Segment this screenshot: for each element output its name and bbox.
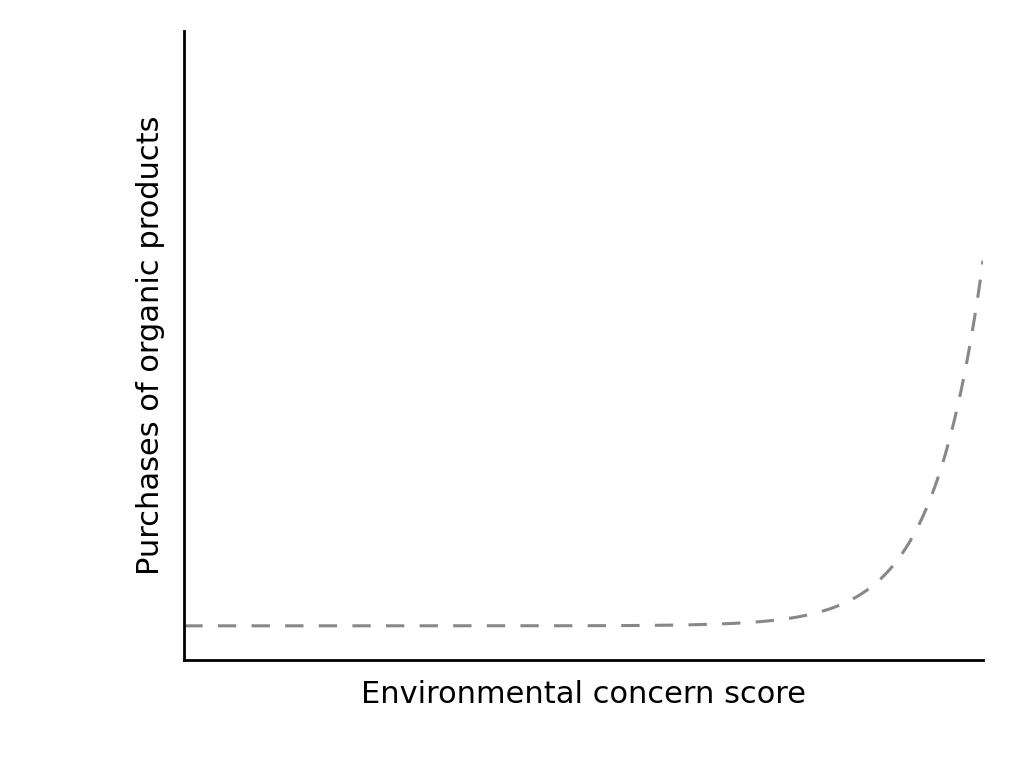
Y-axis label: Purchases of organic products: Purchases of organic products (136, 116, 165, 575)
X-axis label: Environmental concern score: Environmental concern score (361, 680, 806, 709)
